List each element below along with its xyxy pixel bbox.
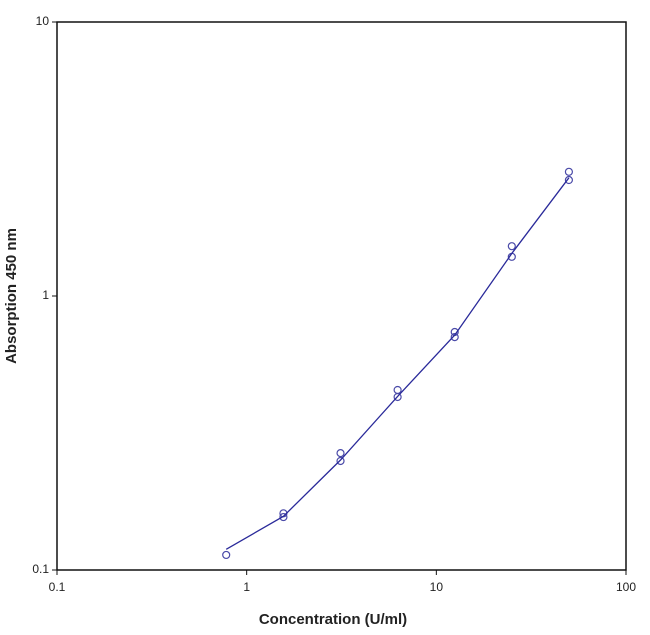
data-point: [336, 449, 345, 458]
x-tick-label: 0.1: [49, 580, 66, 594]
data-point: [564, 175, 574, 185]
data-point: [222, 550, 231, 560]
y-tick-label: 0.1: [32, 562, 49, 576]
data-point: [393, 385, 402, 395]
y-tick-label: 1: [42, 288, 49, 302]
data-point: [336, 456, 345, 466]
x-tick-label: 1: [243, 580, 250, 594]
data-point: [564, 167, 574, 176]
x-tick-label: 100: [616, 580, 636, 594]
x-axis-label: Concentration (U/ml): [259, 611, 407, 628]
y-tick-label: 10: [36, 14, 50, 28]
plot-frame: [56, 21, 627, 571]
y-axis-label: Absorption 450 nm: [3, 228, 20, 364]
data-point: [450, 332, 459, 342]
fit-curve: [225, 177, 570, 550]
x-tick-label: 10: [430, 580, 444, 594]
data-point: [393, 392, 402, 402]
data-point: [507, 242, 516, 251]
data-point: [279, 512, 288, 522]
